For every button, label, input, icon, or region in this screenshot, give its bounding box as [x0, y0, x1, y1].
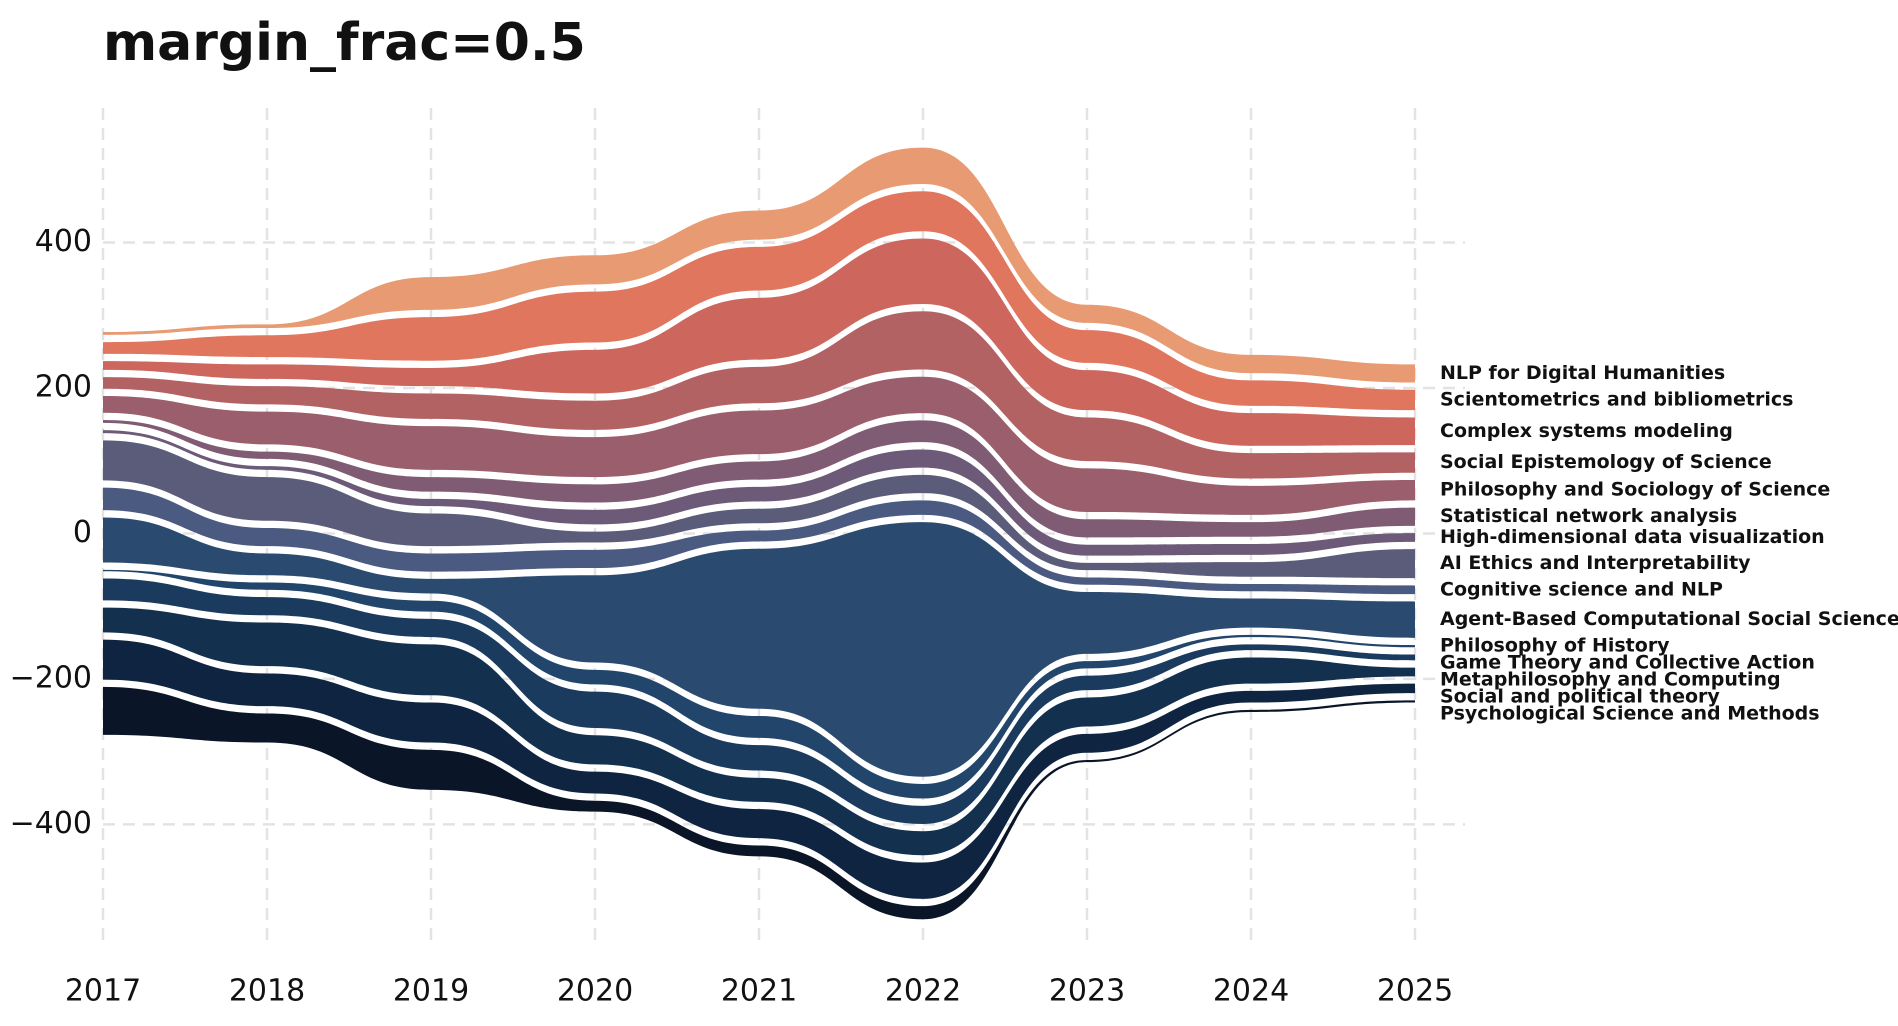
chart-title: margin_frac=0.5	[103, 13, 586, 73]
stream-layer	[103, 430, 1415, 556]
stream-layer	[103, 607, 1415, 856]
x-tick-label: 2023	[1049, 974, 1125, 1009]
x-tick-label: 2020	[557, 974, 633, 1009]
series-label: NLP for Digital Humanities	[1440, 362, 1725, 384]
x-tick-label: 2025	[1377, 974, 1453, 1009]
x-tick-label: 2024	[1213, 974, 1289, 1009]
series-label: Philosophy and Sociology of Science	[1440, 479, 1830, 501]
x-tick-label: 2019	[393, 974, 469, 1009]
x-tick-label: 2018	[229, 974, 305, 1009]
series-label: Social Epistemology of Science	[1440, 451, 1772, 473]
series-label: Psychological Science and Methods	[1440, 703, 1820, 725]
stream-layer	[103, 420, 1415, 538]
stream-layer	[103, 440, 1415, 579]
stream-layer	[103, 311, 1415, 479]
x-tick-label: 2022	[885, 974, 961, 1009]
series-label: Statistical network analysis	[1440, 505, 1737, 527]
series-label: Scientometrics and bibliometrics	[1440, 389, 1793, 411]
stream-layer	[103, 376, 1415, 515]
series-label: High-dimensional data visualization	[1440, 526, 1825, 548]
stream-layer	[103, 147, 1415, 383]
y-tick-label: 400	[35, 224, 92, 259]
stream-layer	[103, 487, 1415, 595]
series-label: Complex systems modeling	[1440, 420, 1733, 442]
series-label: Game Theory and Collective Action	[1440, 652, 1815, 674]
series-label: Social and political theory	[1440, 686, 1720, 708]
x-tick-label: 2021	[721, 974, 797, 1009]
series-label: Cognitive science and NLP	[1440, 578, 1723, 600]
stream-layer	[103, 578, 1415, 824]
series-label: Agent-Based Computational Social Science	[1440, 608, 1898, 630]
series-label: Philosophy of History	[1440, 635, 1670, 657]
y-tick-label: −200	[10, 660, 92, 695]
stream-layer	[103, 686, 1415, 920]
series-label: Metaphilosophy and Computing	[1440, 669, 1781, 691]
y-tick-label: −400	[10, 806, 92, 841]
stream-layer	[103, 238, 1415, 446]
x-tick-label: 2017	[65, 974, 141, 1009]
stream-layer	[103, 517, 1415, 777]
stream-layer	[103, 191, 1415, 411]
stream-layer	[103, 639, 1415, 899]
y-tick-label: 0	[73, 515, 92, 550]
series-label: AI Ethics and Interpretability	[1440, 552, 1751, 574]
y-tick-label: 200	[35, 370, 92, 405]
